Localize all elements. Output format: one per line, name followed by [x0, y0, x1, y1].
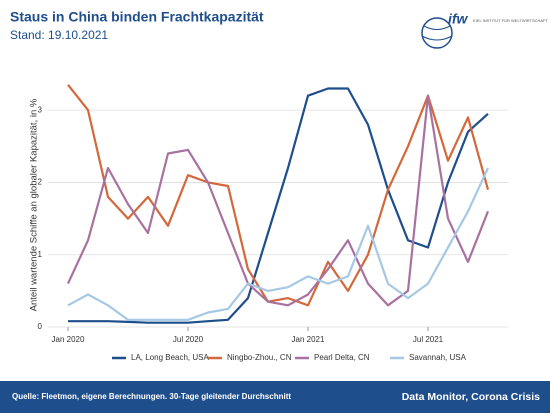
legend-label: LA, Long Beach, USA — [131, 353, 209, 362]
series-line — [68, 87, 489, 324]
y-tick-label: 0 — [38, 322, 43, 331]
logo-globe — [421, 17, 453, 49]
chart-title: Staus in China binden Frachtkapazität — [10, 9, 264, 25]
logo-lines — [421, 25, 453, 41]
footer-brand: Data Monitor, Corona Crisis — [402, 391, 540, 403]
logo-mark: ifw — [448, 11, 469, 27]
series-line — [67, 94, 490, 307]
series-line — [67, 84, 490, 307]
y-tick-label: 2 — [38, 178, 43, 187]
x-tick-label: Jan 2021 — [292, 335, 325, 344]
x-tick-label: Jul 2021 — [413, 335, 444, 344]
series-line — [67, 167, 489, 321]
x-tick-label: Jan 2020 — [52, 335, 85, 344]
logo-text: KIEL INSTITUT FÜR WELTWIRTSCHAFT — [473, 18, 549, 23]
plot: 0 1 2 3 Jan 2020 Jul 2020 Jan 2021 Jul 2021 LA, … — [38, 84, 508, 362]
legend-label: Ningbo-Zhou., CN — [227, 353, 292, 362]
legend-label: Pearl Delta, CN — [314, 353, 370, 362]
y-tick-label: 1 — [38, 250, 43, 259]
x-tick-label: Jul 2020 — [173, 335, 204, 344]
y-axis-label: Anteil wartende Schiffe an globaler Kapa… — [29, 98, 40, 311]
y-tick-label: 3 — [38, 105, 43, 114]
legend-label: Savannah, USA — [409, 353, 467, 362]
footer-bar — [0, 381, 550, 413]
footer-source: Quelle: Fleetmon, eigene Berechnungen. 3… — [12, 392, 291, 401]
chart-subtitle: Stand: 19.10.2021 — [10, 28, 108, 42]
